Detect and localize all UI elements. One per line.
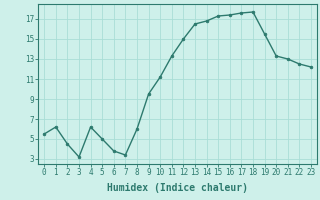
X-axis label: Humidex (Indice chaleur): Humidex (Indice chaleur)	[107, 183, 248, 193]
